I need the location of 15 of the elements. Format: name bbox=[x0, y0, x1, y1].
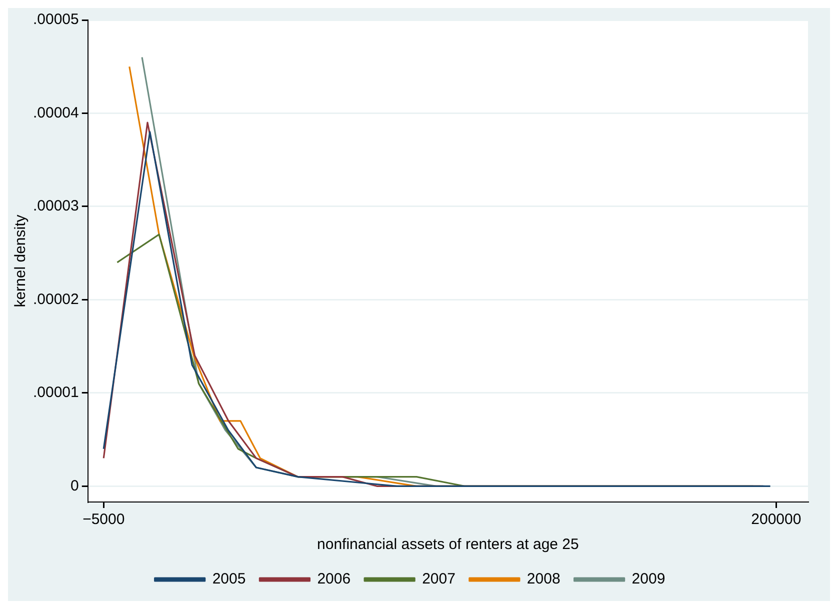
legend-label: 2009 bbox=[632, 570, 666, 588]
legend-label: 2008 bbox=[526, 570, 560, 588]
x-axis-title: nonfinancial assets of renters at age 25 bbox=[317, 536, 579, 554]
x-tick-label: 200000 bbox=[751, 511, 802, 528]
y-axis-title: kernel density bbox=[12, 214, 30, 308]
y-tick-label: .00001 bbox=[32, 384, 79, 402]
y-tick-label: .00004 bbox=[32, 104, 79, 122]
y-tick-label: .00005 bbox=[32, 11, 79, 28]
legend-label: 2005 bbox=[212, 570, 246, 588]
y-tick-label: .00003 bbox=[32, 198, 79, 215]
y-tick-label: 0 bbox=[70, 477, 79, 494]
x-tick-label: −5000 bbox=[82, 511, 125, 528]
legend-label: 2006 bbox=[317, 570, 351, 588]
y-tick-label: .00002 bbox=[32, 290, 79, 308]
legend-label: 2007 bbox=[422, 570, 456, 588]
